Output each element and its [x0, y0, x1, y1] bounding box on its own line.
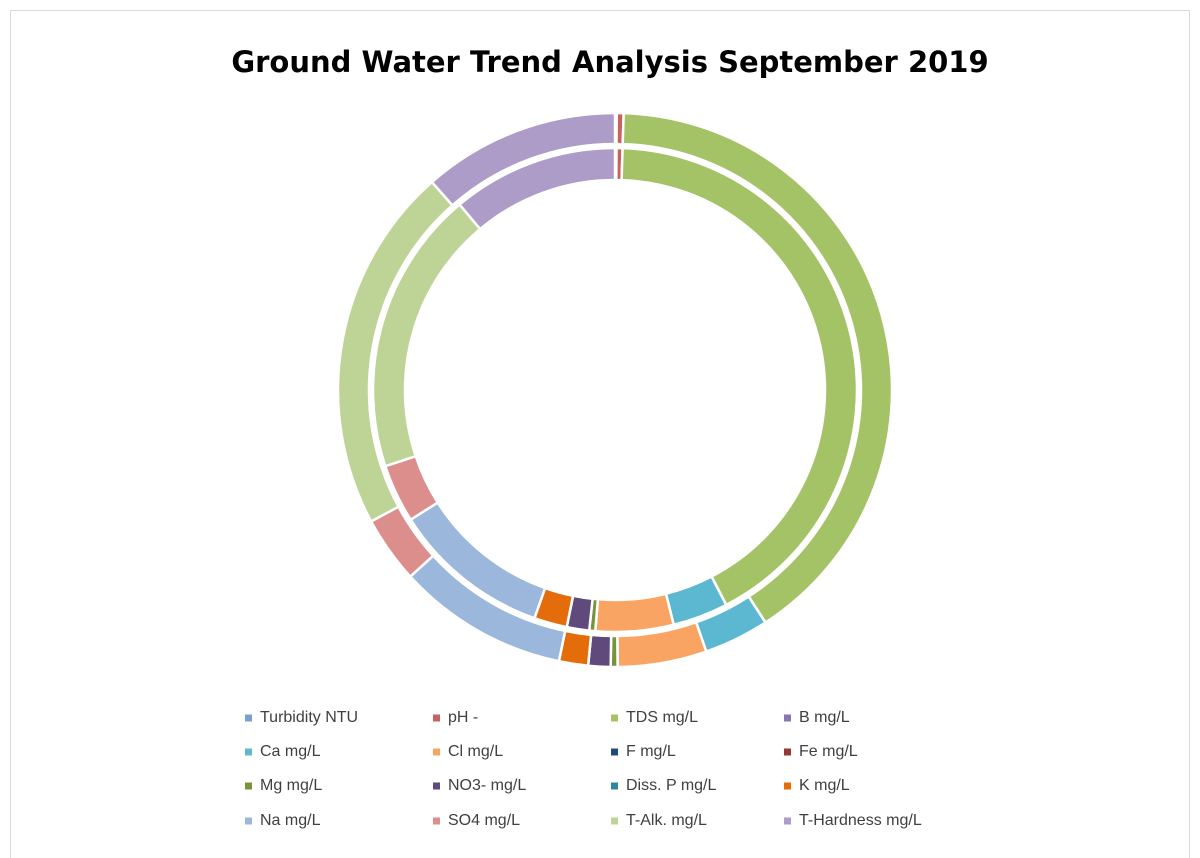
legend-swatch: [433, 748, 440, 756]
legend-swatch: [611, 817, 618, 825]
doughnut-segment: [430, 111, 617, 208]
legend-swatch: [245, 817, 252, 825]
legend-label: Fe mg/L: [799, 743, 858, 760]
legend-label: B mg/L: [799, 709, 850, 726]
legend-label: T-Alk. mg/L: [626, 812, 707, 829]
legend-swatch: [433, 714, 440, 722]
legend-swatch: [784, 748, 791, 756]
legend-swatch: [433, 817, 440, 825]
legend-label: SO4 mg/L: [448, 812, 520, 829]
legend-label: Cl mg/L: [448, 743, 503, 760]
legend-label: Mg mg/L: [260, 777, 322, 794]
legend-label: Ca mg/L: [260, 743, 321, 760]
legend-swatch: [611, 748, 618, 756]
legend-label: Turbidity NTU: [260, 709, 358, 726]
doughnut-segment: [457, 146, 617, 231]
chart-title: Ground Water Trend Analysis September 20…: [231, 45, 988, 79]
legend-swatch: [245, 782, 252, 790]
legend-swatch: [784, 782, 791, 790]
legend-swatch: [245, 714, 252, 722]
legend-label: Diss. P mg/L: [626, 777, 717, 794]
doughnut-segment: [593, 592, 676, 634]
legend-swatch: [433, 782, 440, 790]
legend-swatch: [245, 748, 252, 756]
legend-label: Na mg/L: [260, 812, 321, 829]
legend-label: T-Hardness mg/L: [799, 812, 922, 829]
legend-swatch: [611, 782, 618, 790]
legend-swatch: [611, 714, 618, 722]
legend-label: TDS mg/L: [626, 709, 698, 726]
legend-swatch: [784, 817, 791, 825]
legend-label: pH -: [448, 709, 478, 726]
legend-label: K mg/L: [799, 777, 850, 794]
legend-label: F mg/L: [626, 743, 676, 760]
legend-label: NO3- mg/L: [448, 777, 526, 794]
legend-swatch: [784, 714, 791, 722]
